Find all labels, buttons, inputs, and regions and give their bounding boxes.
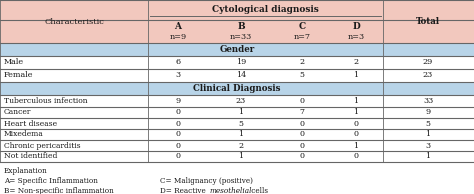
Text: Heart disease: Heart disease bbox=[4, 120, 57, 127]
Text: 1: 1 bbox=[354, 97, 358, 105]
Text: 1: 1 bbox=[238, 108, 244, 117]
Text: Gender: Gender bbox=[219, 45, 255, 54]
Text: 5: 5 bbox=[300, 72, 304, 80]
Text: n=33: n=33 bbox=[230, 33, 252, 41]
Text: Tuberculous infection: Tuberculous infection bbox=[4, 97, 88, 105]
Text: 5: 5 bbox=[426, 120, 430, 127]
Text: Chronic pericarditis: Chronic pericarditis bbox=[4, 141, 81, 150]
Text: Mixedema: Mixedema bbox=[4, 131, 44, 139]
Text: 1: 1 bbox=[354, 72, 358, 80]
Text: 1: 1 bbox=[426, 131, 430, 139]
Text: 0: 0 bbox=[354, 131, 358, 139]
Text: 0: 0 bbox=[175, 120, 181, 127]
Text: 23: 23 bbox=[236, 97, 246, 105]
Text: 9: 9 bbox=[175, 97, 181, 105]
Text: 3: 3 bbox=[175, 72, 181, 80]
Text: B= Non-specific inflammation: B= Non-specific inflammation bbox=[4, 187, 114, 194]
Text: 1: 1 bbox=[354, 108, 358, 117]
Text: 1: 1 bbox=[354, 141, 358, 150]
Text: C: C bbox=[299, 22, 306, 31]
Text: Not identified: Not identified bbox=[4, 152, 57, 160]
Bar bbox=[0, 43, 474, 56]
Text: Explanation: Explanation bbox=[4, 167, 48, 175]
Text: 0: 0 bbox=[354, 152, 358, 160]
Text: 2: 2 bbox=[300, 59, 305, 67]
Text: Cancer: Cancer bbox=[4, 108, 31, 117]
Text: Clinical Diagnosis: Clinical Diagnosis bbox=[193, 84, 281, 93]
Text: 7: 7 bbox=[300, 108, 304, 117]
Text: A: A bbox=[174, 22, 182, 31]
Text: 33: 33 bbox=[423, 97, 433, 105]
Text: 14: 14 bbox=[236, 72, 246, 80]
Text: n=7: n=7 bbox=[293, 33, 310, 41]
Text: Male: Male bbox=[4, 59, 24, 67]
Text: 0: 0 bbox=[175, 141, 181, 150]
Text: n=3: n=3 bbox=[347, 33, 365, 41]
Text: 0: 0 bbox=[300, 97, 304, 105]
Text: 1: 1 bbox=[238, 152, 244, 160]
Text: C= Malignancy (positive): C= Malignancy (positive) bbox=[160, 177, 253, 185]
Text: 29: 29 bbox=[423, 59, 433, 67]
Text: 0: 0 bbox=[175, 108, 181, 117]
Bar bbox=[0, 0, 474, 43]
Text: 1: 1 bbox=[426, 152, 430, 160]
Text: A= Specific Inflammation: A= Specific Inflammation bbox=[4, 177, 98, 185]
Text: 0: 0 bbox=[175, 131, 181, 139]
Text: 0: 0 bbox=[175, 152, 181, 160]
Text: 0: 0 bbox=[300, 141, 304, 150]
Text: 9: 9 bbox=[426, 108, 430, 117]
Bar bbox=[0, 82, 474, 95]
Text: Total: Total bbox=[416, 17, 440, 26]
Text: B: B bbox=[237, 22, 245, 31]
Text: D: D bbox=[352, 22, 360, 31]
Text: 0: 0 bbox=[300, 120, 304, 127]
Text: 2: 2 bbox=[354, 59, 358, 67]
Text: Characteristic: Characteristic bbox=[44, 17, 104, 25]
Text: 19: 19 bbox=[236, 59, 246, 67]
Text: 1: 1 bbox=[238, 131, 244, 139]
Text: Female: Female bbox=[4, 72, 34, 80]
Text: cells: cells bbox=[249, 187, 268, 194]
Text: Cytological diagnosis: Cytological diagnosis bbox=[212, 5, 319, 15]
Text: mesothelial: mesothelial bbox=[209, 187, 252, 194]
Text: 2: 2 bbox=[238, 141, 244, 150]
Text: 0: 0 bbox=[300, 131, 304, 139]
Text: D= Reactive: D= Reactive bbox=[160, 187, 208, 194]
Text: n=9: n=9 bbox=[169, 33, 187, 41]
Text: 23: 23 bbox=[423, 72, 433, 80]
Text: 3: 3 bbox=[426, 141, 430, 150]
Text: 0: 0 bbox=[300, 152, 304, 160]
Text: 6: 6 bbox=[175, 59, 181, 67]
Text: 5: 5 bbox=[238, 120, 244, 127]
Text: 0: 0 bbox=[354, 120, 358, 127]
